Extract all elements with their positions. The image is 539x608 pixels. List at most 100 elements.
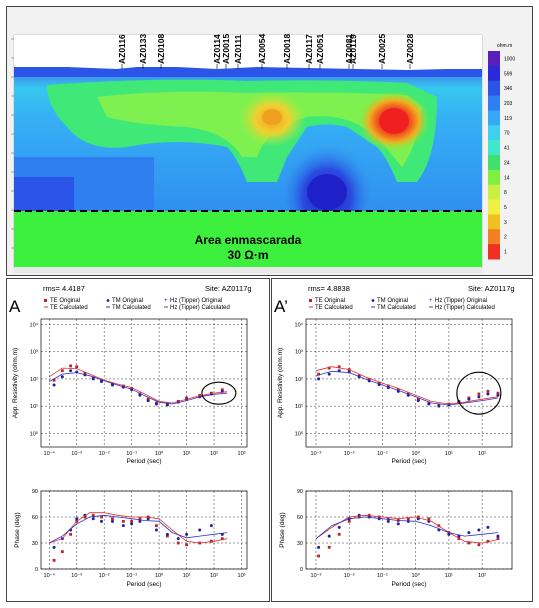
x-tick-label: 10⁻⁴ xyxy=(44,450,56,457)
data-point xyxy=(427,517,431,521)
y-tick-label: 10¹ xyxy=(295,404,303,410)
data-point xyxy=(60,369,64,373)
data-point xyxy=(327,366,331,370)
x-tick-label: 10⁻³ xyxy=(311,451,322,457)
colorbar-swatch xyxy=(488,184,500,201)
colorbar-tick: 1 xyxy=(504,250,507,256)
data-point xyxy=(52,545,56,549)
colorbar-swatch xyxy=(488,155,500,171)
station-label: AZ0081 xyxy=(344,33,354,64)
colorbar-tick: 203 xyxy=(504,101,513,107)
legend-marker xyxy=(44,299,47,302)
data-point xyxy=(83,515,87,519)
colorbar-tick: 346 xyxy=(504,86,513,92)
data-point xyxy=(130,519,134,523)
y-tick-label: 10⁰ xyxy=(295,430,304,437)
legend-marker: + xyxy=(164,298,168,304)
data-point xyxy=(317,545,321,549)
data-point xyxy=(185,532,189,536)
x-tick-label: 10⁻³ xyxy=(71,573,82,579)
x-axis-label: Period (sec) xyxy=(126,458,161,465)
highlight-ellipse xyxy=(456,371,502,415)
data-point xyxy=(60,550,64,554)
legend-marker xyxy=(371,299,375,302)
y-tick-label: 10² xyxy=(295,377,303,383)
x-tick-label: 10⁻¹ xyxy=(377,451,388,457)
legend-tm-original: TM Original xyxy=(377,298,408,304)
colorbar-tick: 119 xyxy=(504,116,512,122)
plot-frame xyxy=(305,490,513,570)
x-tick-label: 10¹ xyxy=(445,573,453,579)
station-label: AZ0025 xyxy=(377,33,387,64)
station-label: AZ0116 xyxy=(117,34,127,64)
data-point xyxy=(337,525,341,529)
plot-frame xyxy=(40,490,248,570)
series-tm-calculated xyxy=(315,516,498,540)
data-point xyxy=(457,537,461,541)
data-point xyxy=(317,554,320,558)
phase-plot: 0 30 60 90 10⁻³ 10⁻² 10⁻¹ 10⁰ 10¹ 10² Period (sec)… xyxy=(279,489,513,588)
mask-label: Area enmascarada xyxy=(195,233,302,247)
x-tick-label: 10⁻² xyxy=(344,573,355,579)
x-tick-label: 10⁰ xyxy=(411,572,420,579)
site-label: Site: AZ0117g xyxy=(205,284,252,293)
legend-hz-original: Hz (Tipper) Original xyxy=(435,298,487,304)
colorbar-swatch xyxy=(488,110,500,126)
station-label: AZ0018 xyxy=(282,33,292,64)
data-point xyxy=(496,534,500,538)
panel-a-frame: rms= 4.4187 Site: AZ0117g A TE Original TE C… xyxy=(6,278,270,602)
data-point xyxy=(347,519,351,523)
legend-hz-calculated: Hz (Tipper) Calculated xyxy=(435,305,495,311)
x-tick-label: 10² xyxy=(210,451,218,457)
data-point xyxy=(386,384,390,388)
x-tick-label: 10⁻³ xyxy=(311,573,322,579)
resistivity-section: Area enmascarada 30 Ω·m AZ0116 AZ0133 AZ01… xyxy=(7,7,532,275)
data-point xyxy=(396,522,400,526)
data-point xyxy=(477,392,481,396)
legend-tm-original: TM Original xyxy=(112,298,143,304)
series-line xyxy=(49,514,228,544)
data-point xyxy=(91,517,95,521)
colorbar-tick: 14 xyxy=(504,175,510,181)
data-point xyxy=(60,375,64,379)
data-point xyxy=(75,517,79,521)
station-label: AZ0119 xyxy=(348,34,358,64)
data-point xyxy=(91,513,95,517)
x-tick-label: 10⁰ xyxy=(155,572,164,579)
data-point xyxy=(121,524,125,528)
series-tm-original xyxy=(317,369,500,408)
data-point xyxy=(165,403,169,407)
series-line xyxy=(315,516,498,540)
data-point xyxy=(337,365,341,369)
x-tick-label: 10¹ xyxy=(445,451,453,457)
panel-a-prime: rms= 4.8838 Site: AZ0117g A’ TE OriginalTE … xyxy=(274,284,515,588)
x-axis-label: Period (sec) xyxy=(126,581,161,588)
data-point xyxy=(52,558,56,562)
data-point xyxy=(406,517,410,521)
data-point xyxy=(467,541,471,545)
data-point xyxy=(52,383,56,387)
y-tick-label: 0 xyxy=(35,567,38,573)
data-point xyxy=(427,402,431,406)
data-point xyxy=(327,372,331,376)
data-point xyxy=(437,404,441,408)
data-point xyxy=(146,517,150,521)
data-point xyxy=(220,388,224,392)
station-label: AZ0111 xyxy=(233,34,243,64)
masked-area xyxy=(14,211,482,267)
rms-label: rms= 4.4187 xyxy=(43,284,85,293)
series-tm-original xyxy=(52,513,224,549)
colorbar-tick: 70 xyxy=(504,131,510,137)
series-tm-calculated xyxy=(49,514,228,544)
y-tick-label: 10⁴ xyxy=(30,321,39,328)
data-point xyxy=(138,517,142,521)
colorbar-tick: 41 xyxy=(504,146,510,152)
data-point xyxy=(386,519,390,523)
x-tick-label: 10² xyxy=(210,573,218,579)
legend-hz-original: Hz (Tipper) Original xyxy=(170,298,222,304)
data-point xyxy=(69,532,73,536)
data-point xyxy=(146,515,150,519)
legend-marker: + xyxy=(429,298,433,304)
